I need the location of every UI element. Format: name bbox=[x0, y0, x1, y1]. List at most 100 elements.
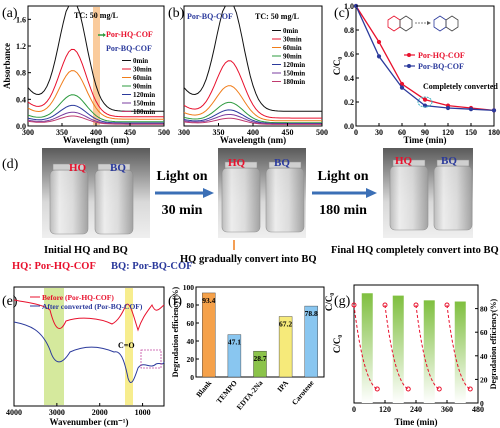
panel-g-plot bbox=[351, 293, 473, 403]
panel-a: TC: 50 mg/L Por-HQ-COF Por-BQ-COF 0min30… bbox=[2, 5, 170, 145]
panel-g-point-end bbox=[405, 386, 411, 392]
panel-g-cycle-curve bbox=[415, 304, 440, 390]
legend-bq: BQ: Por-BQ-COF bbox=[111, 261, 193, 272]
panel-g-point-end bbox=[467, 386, 473, 392]
panel-a-legend-item: 60min bbox=[133, 74, 152, 82]
bottle-neck bbox=[392, 159, 426, 167]
panel-e-co-annotation: C=O bbox=[118, 341, 135, 350]
panel-g-xtick-label: 120 bbox=[379, 405, 391, 414]
panel-b-bq-label: Por-BQ-COF bbox=[187, 12, 233, 21]
bottle bbox=[433, 165, 473, 231]
arrow1-head bbox=[203, 188, 214, 198]
panel-c-annotation: Completely converted bbox=[423, 82, 498, 91]
panel-c-hq-legend-marker bbox=[407, 53, 411, 57]
panel-a-xtick-label: 500 bbox=[158, 128, 170, 137]
arrow2-bottom-label: 180 min bbox=[319, 203, 367, 218]
panel-g-ytick-right-label: 0 bbox=[480, 399, 484, 408]
panel-c-point bbox=[376, 54, 382, 59]
panel-f-category-label: Carotene bbox=[290, 378, 316, 407]
panel-f-ytick-label: 20 bbox=[187, 355, 195, 364]
photo3-bq-label: BQ bbox=[441, 155, 457, 167]
photo2-hq-label: HQ bbox=[228, 157, 246, 169]
panel-c-point bbox=[399, 85, 405, 90]
arrow2-top-label: Light on bbox=[318, 169, 369, 184]
panel-b-series-60min bbox=[183, 85, 322, 122]
panel-b-legend-item: 90min bbox=[283, 53, 302, 61]
bottle-neck bbox=[97, 163, 131, 171]
panel-c-point bbox=[445, 105, 451, 111]
panel-c-xtick-label: 0 bbox=[354, 128, 358, 137]
panel-b-series-90min bbox=[183, 101, 322, 124]
panel-g-xtick-label: 240 bbox=[410, 405, 422, 414]
panel-g-ytick-right-label: 40 bbox=[480, 352, 488, 361]
panel-g-bar bbox=[361, 293, 373, 403]
panel-b-curves bbox=[183, 5, 322, 125]
panel-b-xtick-label: 450 bbox=[282, 128, 294, 137]
panel-g-ylabel: C/C₀ bbox=[332, 335, 342, 353]
panel-e-xtick-label: 1000 bbox=[135, 408, 151, 417]
panel-f-bar-value: 78.8 bbox=[305, 309, 318, 318]
panel-a-arrow-green-head bbox=[103, 33, 106, 37]
panel-a-ytick-label: 1.6 bbox=[16, 15, 26, 24]
panel-e-series-after bbox=[13, 321, 165, 383]
panel-c-point bbox=[422, 97, 428, 102]
panel-c-point bbox=[376, 39, 382, 45]
panel-a-series-120min bbox=[27, 104, 164, 124]
caption-30min: HQ gradually convert into BQ bbox=[180, 254, 317, 265]
panel-a-series-30min bbox=[27, 48, 164, 118]
bottle-neck bbox=[436, 159, 470, 167]
panel-c-ytick-label: 0.8 bbox=[344, 26, 354, 35]
bottle bbox=[49, 169, 89, 235]
panel-e-xlabel: Wavenumber (cm⁻¹) bbox=[49, 417, 128, 427]
arrow2-head bbox=[366, 188, 377, 198]
panel-a-series-90min bbox=[27, 94, 164, 123]
panel-e-zoom-box bbox=[140, 349, 162, 369]
bottle-neck bbox=[52, 163, 86, 171]
panel-g-ytick-right-label: 20 bbox=[480, 375, 488, 384]
panel-b-xtick-label: 400 bbox=[247, 128, 259, 137]
panel-g-cycle-curve bbox=[353, 304, 378, 390]
panel-e-co-band bbox=[125, 288, 133, 405]
panel-e-xtick-label: 3000 bbox=[49, 408, 65, 417]
panel-b-axes: 300 350 400 450 500 bbox=[178, 123, 328, 137]
photo3-hq-label: HQ bbox=[395, 155, 413, 167]
panel-g-point-end bbox=[436, 386, 442, 392]
panel-e-label: (e) bbox=[2, 294, 18, 309]
arrow1-top-label: Light on bbox=[157, 169, 208, 184]
panel-f-bar-Blank bbox=[202, 292, 216, 378]
panel-c-xtick-label: 60 bbox=[398, 128, 406, 137]
panel-b-xlabel: Wavelength (nm) bbox=[220, 135, 286, 145]
panel-f-bar-value: 67.2 bbox=[279, 320, 292, 329]
panel-g-cycle-curve bbox=[446, 304, 471, 390]
hq-ring-shape bbox=[387, 15, 401, 32]
panel-a-ytick-label: 1.2 bbox=[16, 42, 26, 51]
panel-f-category-label: Blank bbox=[194, 378, 214, 399]
panel-e-series-before bbox=[13, 299, 165, 332]
caption-final: Final HQ completely convert into BQ bbox=[331, 245, 499, 256]
panel-d: HQ BQ HQ BQ HQ BQ Light on 30 min Light … bbox=[12, 148, 499, 272]
panel-c-ytick-label: 0.2 bbox=[344, 98, 354, 107]
panel-a-legend-item: 180min bbox=[133, 108, 155, 116]
panel-c-bq-legend-marker bbox=[407, 64, 411, 68]
panel-c-molecule-sketch bbox=[387, 15, 459, 32]
panel-d-label: (d) bbox=[2, 157, 19, 172]
panel-c-ytick-label: 1.0 bbox=[344, 2, 354, 11]
arrow1-bottom-label: 30 min bbox=[162, 203, 203, 218]
panel-b-annotation: TC: 50 mg/L bbox=[255, 12, 299, 21]
panel-e-xtick-label: 2000 bbox=[92, 408, 108, 417]
panel-b-xtick-label: 300 bbox=[178, 128, 190, 137]
panel-b-series-30min bbox=[183, 60, 322, 119]
panel-b-legend-item: 30min bbox=[283, 36, 302, 44]
panel-f-category-label: EDTA-2Na bbox=[235, 378, 265, 411]
panel-f-bar-TEMPO bbox=[227, 334, 242, 378]
panel-g-point-end bbox=[374, 386, 380, 392]
panel-g-ytick-right-label: 60 bbox=[480, 328, 488, 337]
panel-g-bar bbox=[392, 295, 404, 403]
panel-c-xtick-label: 90 bbox=[421, 128, 429, 137]
panel-a-axes: 300 350 400 450 500 0.0 0.4 0.8 1.2 1.6 bbox=[16, 15, 170, 137]
panel-e-axes: 4000 3000 2000 1000 bbox=[6, 403, 151, 417]
panel-f-bar-EDTA-2Na bbox=[253, 350, 267, 378]
panel-g-point-start bbox=[413, 302, 419, 308]
panel-a-ylabel: Absorbance bbox=[2, 43, 12, 89]
